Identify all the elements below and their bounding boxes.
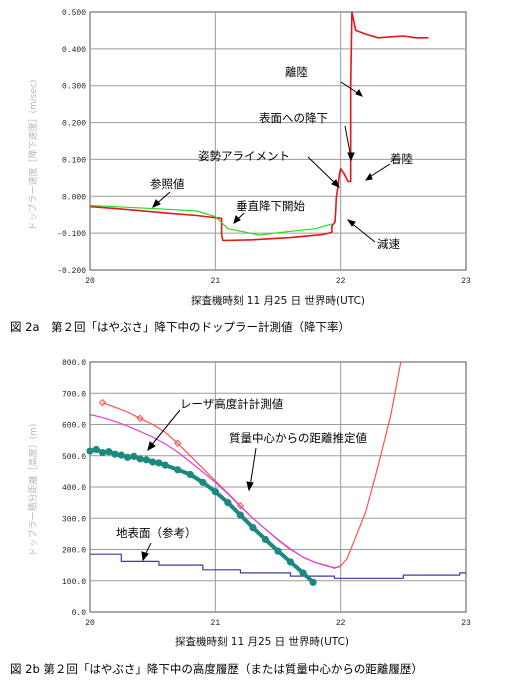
y-tick-label: 100.0 <box>62 578 86 587</box>
series-point <box>261 535 270 544</box>
x-tick-label: 23 <box>461 619 471 628</box>
series-point <box>92 445 100 454</box>
series-point <box>124 453 132 461</box>
series-point <box>174 466 182 474</box>
annotation-touchdown: 着陸 <box>390 152 413 166</box>
chart-2b: 20 21 22 23 0.0 100.0 200.0 300.0 400.0 500.0 600.… <box>10 359 471 676</box>
caption-2b: 図 2b 第２回「はやぶさ」降下中の高度履歴（または質量中心からの距離履歴） <box>10 662 423 676</box>
chart-2b-annotation-arrows <box>141 409 257 562</box>
y-tick-label: 0.100 <box>62 156 86 165</box>
series-line-2 <box>89 204 333 236</box>
y-tick-label: 200.0 <box>62 547 86 556</box>
y-tick-label: 500.0 <box>62 453 86 462</box>
chart-2b-tick-labels: 20 21 22 23 0.0 100.0 200.0 300.0 400.0 500.0 600.… <box>62 359 471 628</box>
x-tick-label: 21 <box>211 619 221 628</box>
series-marker <box>136 414 144 422</box>
chart-2a-annotation-arrows <box>152 81 391 243</box>
x-tick-label: 22 <box>336 619 346 628</box>
series-point <box>309 578 317 586</box>
series-point <box>274 547 282 555</box>
series-point <box>136 455 144 463</box>
series-point <box>111 450 119 458</box>
series-line-1 <box>89 11 429 242</box>
series-point <box>286 558 295 566</box>
annotation-laser-altimeter: レーザ高度計計測値 <box>180 397 284 411</box>
series-point <box>117 451 125 459</box>
series-line-1 <box>90 553 466 579</box>
series-point <box>161 461 169 469</box>
series-point <box>199 478 207 486</box>
x-tick-label: 23 <box>461 277 471 286</box>
chart-2a-series <box>89 11 429 242</box>
y-tick-label: 800.0 <box>62 359 86 368</box>
series-marker <box>98 398 107 407</box>
series-point <box>149 458 157 466</box>
y-tick-label: 300.0 <box>62 515 86 524</box>
series-point <box>224 499 232 507</box>
series-point <box>236 511 244 519</box>
series-point <box>142 456 150 464</box>
y-tick-label: 700.0 <box>62 390 86 399</box>
series-point <box>299 569 307 577</box>
y-tick-label: 0.000 <box>62 193 86 202</box>
chart-2b-grid <box>90 362 466 612</box>
chart-2a-plot-area <box>89 11 467 271</box>
annotation-center-of-mass-distance: 質量中心からの距離推定値 <box>229 431 367 445</box>
series-point <box>105 448 113 456</box>
chart-2a-tick-labels: 20 21 22 23 -0.200 -0.100 0.000 0.100 0.200 0.300… <box>57 9 471 286</box>
series-line-4 <box>89 413 341 569</box>
y-tick-label: -0.200 <box>57 267 86 276</box>
series-point <box>86 447 94 455</box>
series-point <box>211 488 219 496</box>
series-point <box>249 524 257 532</box>
y-tick-label: 0.0 <box>72 609 87 618</box>
annotation-liftoff: 離陸 <box>285 65 308 79</box>
y-tick-label: 0.200 <box>62 120 86 129</box>
y-tick-label: 400.0 <box>62 484 86 493</box>
chart-2b-ylabel: ドップラー積分距離［高度］(m) <box>27 424 39 557</box>
series-point <box>186 470 194 479</box>
y-tick-label: 0.300 <box>62 83 86 92</box>
y-tick-label: 600.0 <box>62 422 86 431</box>
chart-2a-ylabel: ドップラー速度［降下速度］(m/sec) <box>27 80 39 231</box>
annotation-attitude-alignment: 姿勢アライメント <box>198 149 290 163</box>
series-point <box>155 459 163 467</box>
annotation-reference-value: 参照値 <box>150 177 185 191</box>
chart-2b-xlabel: 探査機時刻 11 月25 日 世界時(UTC) <box>175 635 349 648</box>
chart-2a: 20 21 22 23 -0.200 -0.100 0.000 0.100 0.200 0.300… <box>10 9 471 334</box>
series-point <box>98 449 107 457</box>
annotation-ground-surface: 地表面（参考） <box>116 526 197 540</box>
annotation-deceleration: 減速 <box>377 237 400 251</box>
x-tick-label: 20 <box>85 619 95 628</box>
x-tick-label: 21 <box>211 277 221 286</box>
y-tick-label: 0.500 <box>62 9 86 18</box>
chart-2a-xlabel: 探査機時刻 11 月25 日 世界時(UTC) <box>191 294 365 307</box>
y-tick-label: -0.100 <box>57 230 86 239</box>
annotation-descent-to-surface: 表面への降下 <box>259 111 328 125</box>
y-tick-label: 0.400 <box>62 46 86 55</box>
x-tick-label: 22 <box>336 277 346 286</box>
series-point <box>130 452 138 460</box>
caption-2a: 図 2a 第２回「はやぶさ」降下中のドップラー計測値（降下率） <box>10 320 350 334</box>
x-tick-label: 20 <box>85 277 95 286</box>
chart-2b-series <box>86 361 466 586</box>
annotation-vertical-descent-start: 垂直降下開始 <box>236 199 305 213</box>
series-marker <box>174 439 182 447</box>
